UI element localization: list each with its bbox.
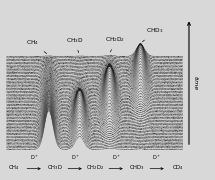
Text: CHD$_3$: CHD$_3$ xyxy=(143,27,163,42)
Text: CH$_2$D$_2$: CH$_2$D$_2$ xyxy=(86,163,105,172)
Text: CH$_4$: CH$_4$ xyxy=(8,163,19,172)
Text: CH$_2$D$_2$: CH$_2$D$_2$ xyxy=(105,35,125,52)
Text: time: time xyxy=(192,76,197,90)
Text: CH$_3$D: CH$_3$D xyxy=(66,36,83,53)
Text: D$^+$: D$^+$ xyxy=(152,153,161,162)
Text: D$^+$: D$^+$ xyxy=(71,153,80,162)
Text: CHD$_3$: CHD$_3$ xyxy=(129,163,144,172)
Text: CH$_4$: CH$_4$ xyxy=(26,38,47,53)
Text: D$^+$: D$^+$ xyxy=(112,153,120,162)
Text: D$^+$: D$^+$ xyxy=(29,153,38,162)
Text: CD$_4$: CD$_4$ xyxy=(172,163,183,172)
Text: CH$_3$D: CH$_3$D xyxy=(46,163,62,172)
